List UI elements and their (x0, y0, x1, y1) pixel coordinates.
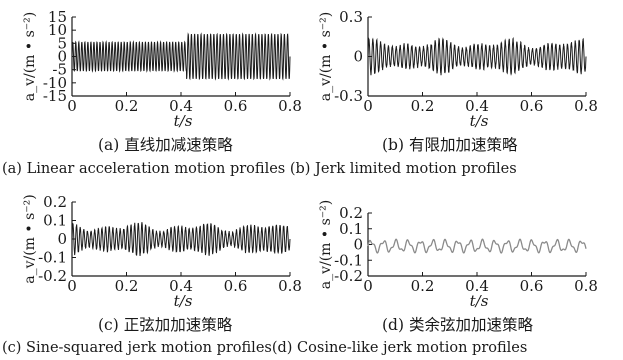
data-line-b (367, 37, 587, 76)
caption-a-chinese: (a) 直线加减速策略 (98, 136, 233, 154)
x-tick-label-a-4: 0.8 (278, 97, 302, 115)
y-axis-label-a: a_v/(m • s⁻²) (22, 12, 38, 102)
y-tick-label-a-3: 0 (57, 48, 67, 66)
x-tick-label-c-4: 0.8 (278, 277, 302, 295)
x-axis-label-c: t/s (174, 292, 193, 310)
y-tick-label-a-4: -5 (52, 61, 67, 79)
chart-d: 0.20.10-0.1-0.20 0.2 0.4 0.6 0.8t/sa_v/(m • … (318, 200, 598, 310)
y-tick-label-a-1: 10 (48, 21, 67, 39)
y-tick-label-b-0: 0.3 (339, 8, 363, 26)
chart-b: 0.30-0.30 0.2 0.4 0.6 0.8t/sa_v/(m • s⁻²) (318, 8, 598, 130)
y-tick-label-c-1: 0.1 (43, 212, 67, 230)
x-tick-label-d-4: 0.8 (574, 277, 598, 295)
y-tick-label-c-3: -0.1 (38, 249, 67, 267)
x-tick-label-a-0: 0 (67, 97, 77, 115)
x-tick-label-d-0: 0 (363, 277, 373, 295)
y-tick-label-d-0: 0.2 (339, 204, 363, 222)
x-tick-label-b-1: 0.2 (411, 97, 435, 115)
y-tick-label-b-1: 0 (353, 48, 363, 66)
x-tick-label-b-2: 0.4 (465, 97, 489, 115)
x-tick-label-b-4: 0.8 (574, 97, 598, 115)
x-tick-label-c-1: 0.2 (115, 277, 139, 295)
y-tick-label-b-2: -0.3 (334, 87, 363, 105)
y-tick-label-d-1: 0.1 (339, 220, 363, 238)
y-tick-label-c-4: -0.2 (38, 267, 67, 285)
y-axis-label-c: a_v/(m • s⁻²) (22, 194, 38, 284)
data-line-d (367, 238, 587, 254)
y-axis-label-d: a_v/(m • s⁻²) (318, 200, 334, 290)
x-axis-label-d: t/s (470, 292, 489, 310)
data-line-c (71, 222, 291, 257)
caption-c-chinese: (c) 正弦加加速策略 (98, 316, 233, 334)
chart-c: 0.20.10-0.1-0.20 0.2 0.4 0.6 0.8t/sa_v/(m • … (22, 193, 302, 310)
y-tick-label-d-3: -0.1 (334, 251, 363, 269)
x-axis-label-a: t/s (174, 112, 193, 130)
x-tick-label-c-3: 0.6 (224, 277, 248, 295)
y-tick-label-a-0: 15 (48, 8, 67, 26)
x-tick-label-b-0: 0 (363, 97, 373, 115)
x-tick-label-b-3: 0.6 (520, 97, 544, 115)
x-tick-label-d-1: 0.2 (411, 277, 435, 295)
x-tick-label-a-1: 0.2 (115, 97, 139, 115)
caption-b-chinese: (b) 有限加加速策略 (382, 136, 518, 154)
caption-cd-english: (c) Sine-squared jerk motion profiles(d)… (2, 340, 528, 356)
x-tick-label-c-0: 0 (67, 277, 77, 295)
x-tick-label-a-3: 0.6 (224, 97, 248, 115)
x-tick-label-d-3: 0.6 (520, 277, 544, 295)
y-tick-label-a-6: -15 (43, 87, 67, 105)
caption-d-chinese: (d) 类余弦加加速策略 (382, 316, 533, 334)
x-tick-label-c-2: 0.4 (169, 277, 193, 295)
y-tick-label-d-2: 0 (353, 236, 363, 254)
y-tick-label-c-0: 0.2 (43, 193, 67, 211)
x-tick-label-d-2: 0.4 (465, 277, 489, 295)
y-tick-label-a-5: -10 (43, 74, 67, 92)
y-tick-label-c-2: 0 (57, 230, 67, 248)
x-axis-label-b: t/s (470, 112, 489, 130)
y-tick-label-d-4: -0.2 (334, 267, 363, 285)
y-tick-label-a-2: 5 (57, 34, 67, 52)
data-line-a (71, 32, 291, 81)
y-axis-label-b: a_v/(m • s⁻²) (318, 12, 334, 102)
caption-ab-english: (a) Linear acceleration motion profiles … (2, 161, 517, 177)
x-tick-label-a-2: 0.4 (169, 97, 193, 115)
